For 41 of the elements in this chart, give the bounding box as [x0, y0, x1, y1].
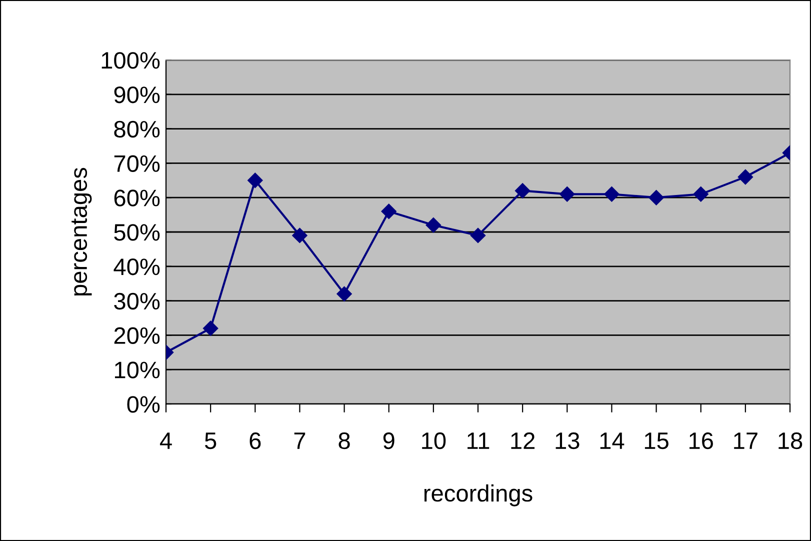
x-tick-label: 11	[468, 432, 490, 449]
x-axis-title: recordings	[424, 484, 532, 506]
point	[248, 172, 263, 188]
y-tick-label: 60%	[114, 190, 160, 206]
point	[693, 186, 708, 202]
point	[470, 228, 486, 244]
point	[560, 186, 575, 202]
x-tick-label: 7	[294, 432, 306, 449]
x-tick-label: 6	[250, 432, 261, 450]
point	[203, 320, 218, 336]
y-tick-label: 20%	[114, 327, 160, 344]
y-tick-label: 30%	[114, 292, 160, 310]
x-tick-label: 17	[734, 432, 758, 449]
point	[292, 228, 308, 244]
point	[381, 204, 396, 219]
point	[648, 190, 664, 206]
y-tick-label: 0%	[127, 396, 160, 413]
point	[426, 218, 441, 233]
x-tick-label: 18	[778, 432, 802, 450]
y-tick-label: 90%	[114, 86, 160, 104]
x-tick-label: 15	[644, 432, 668, 450]
x-tick-label: 13	[556, 432, 580, 450]
point	[515, 183, 530, 198]
point	[336, 286, 352, 302]
y-tick-label: 80%	[114, 120, 160, 138]
x-tick-label: 14	[600, 432, 624, 449]
y-tick-label: 10%	[114, 362, 160, 378]
y-tick-label: 50%	[114, 224, 160, 241]
y-tick-label: 100%	[102, 52, 160, 69]
x-tick-label: 5	[204, 432, 216, 450]
x-tick-label: 16	[690, 432, 713, 450]
x-tick-label: 12	[511, 432, 535, 449]
x-tick-label: 10	[422, 432, 446, 450]
point	[604, 186, 620, 202]
y-axis-title: percentages	[72, 168, 92, 296]
y-tick-label: 40%	[114, 258, 160, 276]
point	[738, 169, 753, 185]
x-tick-label: 4	[160, 432, 172, 449]
x-tick-label: 9	[383, 432, 394, 450]
y-tick-label: 70%	[114, 155, 160, 172]
x-tick-label: 8	[338, 432, 350, 450]
